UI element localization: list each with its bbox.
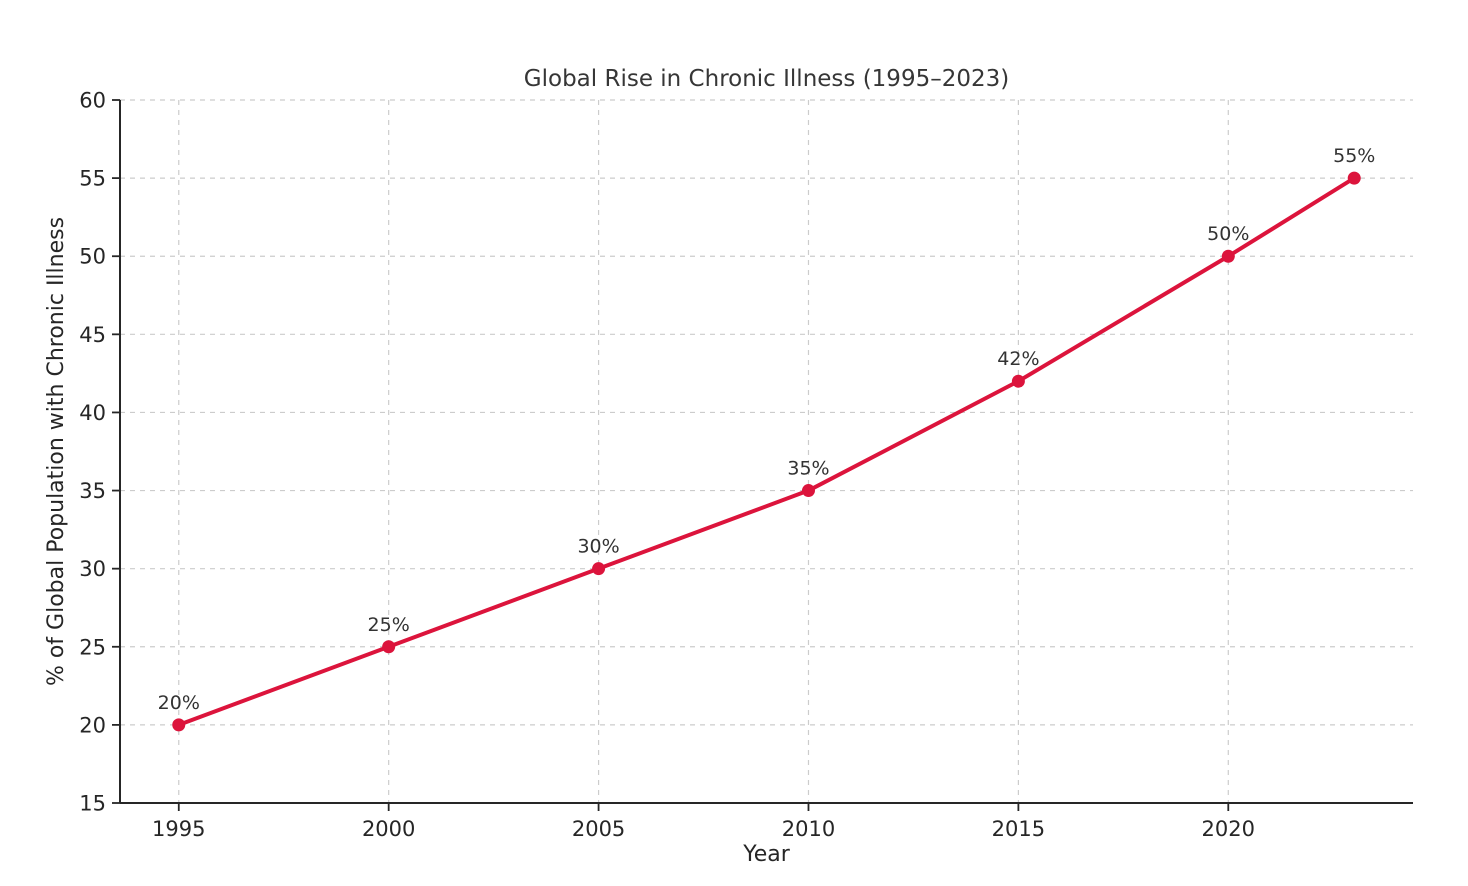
y-axis-label: % of Global Population with Chronic Illn… [44,217,69,686]
x-tick-label: 1995 [152,817,205,841]
data-point-marker [1221,249,1235,263]
data-point-label: 30% [577,536,619,558]
y-tick-label: 20 [79,713,106,737]
y-tick-label: 55 [79,167,106,191]
data-point-label: 20% [158,692,200,714]
data-point-marker [1347,171,1361,185]
data-point-label: 25% [368,614,410,636]
data-point-marker [382,640,396,654]
x-tick-label: 2010 [782,817,835,841]
y-tick-label: 15 [79,792,106,816]
x-tick-label: 2015 [992,817,1045,841]
data-point-marker [592,562,606,576]
x-tick-label: 2005 [572,817,625,841]
x-tick-label: 2020 [1202,817,1255,841]
data-point-marker [172,718,186,732]
data-point-label: 55% [1333,145,1375,167]
data-point-marker [1011,374,1025,388]
data-point-label: 50% [1207,223,1249,245]
data-point-marker [801,484,815,498]
y-tick-label: 60 [79,89,106,113]
y-tick-label: 30 [79,557,106,581]
data-point-label: 42% [997,348,1039,370]
data-point-label: 35% [787,458,829,480]
y-tick-label: 35 [79,479,106,503]
x-tick-label: 2000 [362,817,415,841]
chart-title: Global Rise in Chronic Illness (1995–202… [524,66,1009,92]
y-tick-label: 45 [79,323,106,347]
data-line-series [176,176,1357,727]
y-tick-label: 40 [79,401,106,425]
x-axis-label: Year [742,842,791,867]
y-tick-label: 50 [79,245,106,269]
y-tick-label: 25 [79,635,106,659]
